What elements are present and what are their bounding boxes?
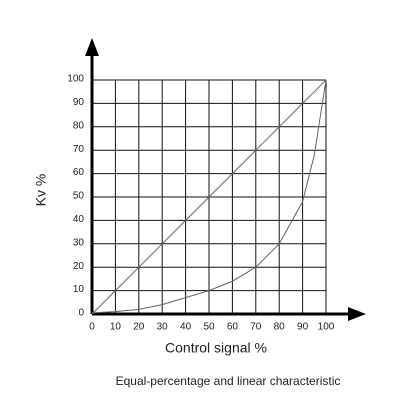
x-tick-label: 30 — [157, 322, 169, 333]
data-line — [91, 79, 327, 314]
data-line — [91, 79, 327, 315]
x-tick-label: 40 — [180, 322, 192, 333]
x-tick-label: 50 — [203, 322, 215, 333]
x-tick-label: 70 — [250, 322, 262, 333]
x-axis-arrow — [348, 307, 366, 321]
x-tick-label: 0 — [89, 322, 95, 333]
x-tick-label: 90 — [297, 322, 309, 333]
x-tick-label: 10 — [110, 322, 122, 333]
y-tick-label: 90 — [73, 97, 85, 108]
y-tick-label: 100 — [67, 74, 84, 85]
y-axis-label: Kv % — [33, 174, 49, 207]
x-tick-label: 60 — [227, 322, 239, 333]
y-tick-label: 0 — [78, 308, 84, 319]
y-tick-label: 60 — [73, 167, 85, 178]
y-tick-label: 20 — [73, 261, 85, 272]
y-axis-arrow — [85, 38, 99, 56]
x-tick-label: 20 — [133, 322, 145, 333]
y-tick-label: 50 — [73, 191, 85, 202]
x-tick-label: 80 — [274, 322, 286, 333]
y-tick-label: 70 — [73, 144, 85, 155]
y-tick-label: 30 — [73, 237, 85, 248]
y-tick-label: 80 — [73, 120, 85, 131]
y-tick-label: 40 — [73, 214, 85, 225]
x-axis-label: Control signal % — [165, 340, 267, 356]
x-tick-label: 100 — [318, 322, 335, 333]
caption: Equal-percentage and linear characterist… — [116, 374, 341, 388]
y-tick-label: 10 — [73, 284, 85, 295]
